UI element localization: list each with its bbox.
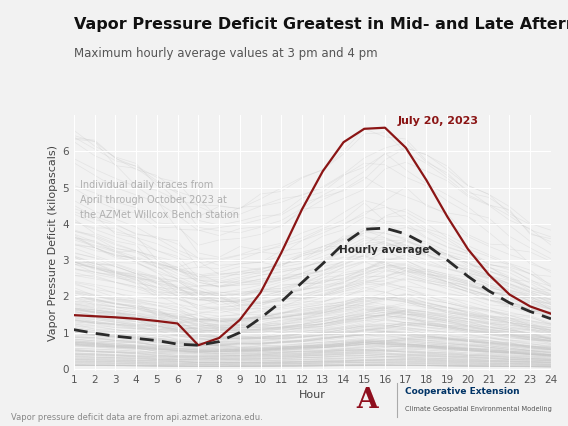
Y-axis label: Vapor Pressure Deficit (kilopascals): Vapor Pressure Deficit (kilopascals) bbox=[48, 145, 58, 341]
Text: Cooperative Extension: Cooperative Extension bbox=[406, 386, 520, 396]
Text: Individual daily traces from
April through October 2023 at
the AZMet Willcox Ben: Individual daily traces from April throu… bbox=[80, 180, 239, 220]
Text: Vapor pressure deficit data are from api.azmet.arizona.edu.: Vapor pressure deficit data are from api… bbox=[11, 413, 263, 422]
Text: Maximum hourly average values at 3 pm and 4 pm: Maximum hourly average values at 3 pm an… bbox=[74, 47, 378, 60]
Text: A: A bbox=[356, 387, 378, 414]
Text: Hourly average: Hourly average bbox=[339, 245, 430, 255]
X-axis label: Hour: Hour bbox=[299, 390, 326, 400]
Text: Vapor Pressure Deficit Greatest in Mid- and Late Afternoon: Vapor Pressure Deficit Greatest in Mid- … bbox=[74, 17, 568, 32]
Text: July 20, 2023: July 20, 2023 bbox=[398, 116, 478, 126]
Text: Climate Geospatial Environmental Modeling: Climate Geospatial Environmental Modelin… bbox=[406, 406, 552, 412]
Text: A: A bbox=[356, 387, 378, 414]
